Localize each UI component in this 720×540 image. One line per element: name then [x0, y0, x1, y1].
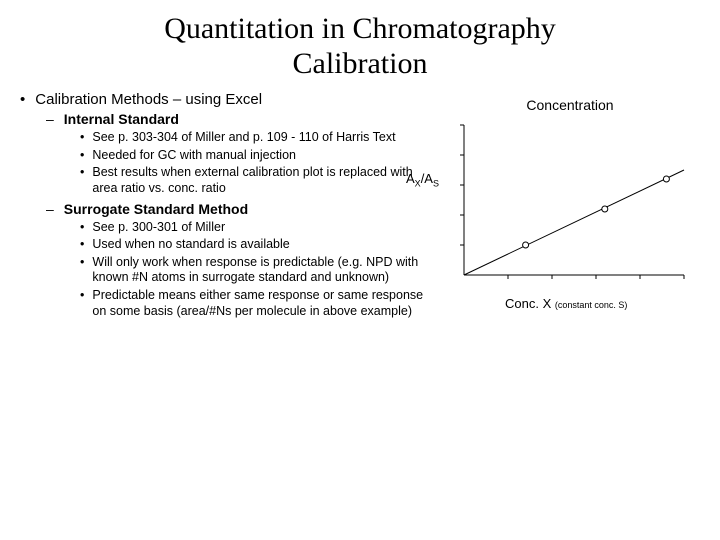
heading-text: Internal Standard	[64, 111, 179, 127]
list-item: Used when no standard is available	[80, 237, 436, 253]
list-item: Best results when external calibration p…	[80, 165, 436, 196]
slide-title: Quantitation in Chromatography Calibrati…	[0, 0, 720, 81]
chart-column: Concentration AX/AS Conc. X (constant co…	[440, 91, 700, 321]
section-heading-internal: Internal Standard	[46, 111, 440, 127]
list-item: See p. 300-301 of Miller	[80, 220, 436, 236]
bullet-level-1: Calibration Methods – using Excel	[20, 91, 440, 108]
l1-text: Calibration Methods – using Excel	[35, 91, 262, 108]
chart-svg	[450, 119, 690, 289]
chart-title: Concentration	[440, 97, 700, 113]
list-item: Predictable means either same response o…	[80, 288, 436, 319]
heading-text: Surrogate Standard Method	[64, 201, 248, 217]
x-axis-label: Conc. X (constant conc. S)	[505, 296, 627, 311]
calibration-chart: AX/AS Conc. X (constant conc. S)	[450, 119, 690, 289]
list-item: See p. 303-304 of Miller and p. 109 - 11…	[80, 130, 436, 146]
list-item: Needed for GC with manual injection	[80, 148, 436, 164]
text-column: Calibration Methods – using Excel Intern…	[20, 91, 440, 321]
content-area: Calibration Methods – using Excel Intern…	[0, 81, 720, 321]
section-heading-surrogate: Surrogate Standard Method	[46, 201, 440, 217]
title-line-1: Quantitation in Chromatography	[164, 12, 556, 45]
title-line-2: Calibration	[293, 47, 428, 80]
y-axis-label: AX/AS	[406, 171, 439, 189]
list-item: Will only work when response is predicta…	[80, 255, 436, 286]
